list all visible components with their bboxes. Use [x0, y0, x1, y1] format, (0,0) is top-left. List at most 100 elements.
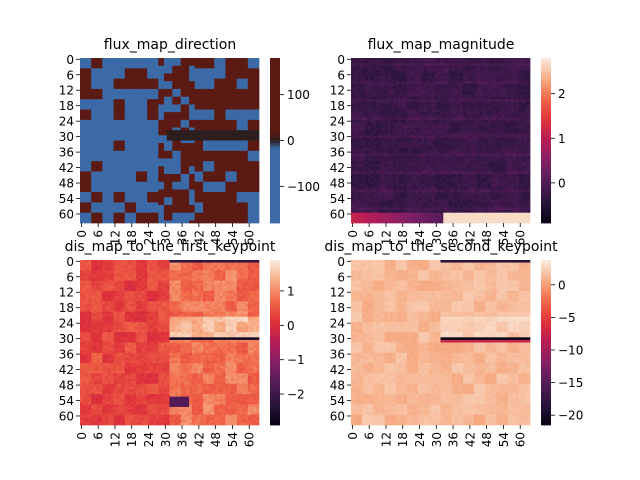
- heatmap-cell: [231, 168, 235, 172]
- heatmap-cell: [158, 212, 162, 216]
- heatmap-cell: [236, 199, 240, 203]
- heatmap-cell: [370, 76, 374, 79]
- heatmap-cell: [194, 122, 198, 126]
- heatmap-cell: [390, 65, 394, 69]
- heatmap-cell: [242, 204, 246, 208]
- heatmap-cell: [423, 78, 427, 82]
- heatmap-cell: [524, 58, 528, 61]
- heatmap-cell: [404, 83, 408, 87]
- heatmap-cell: [172, 104, 176, 108]
- heatmap-cell: [211, 101, 215, 105]
- heatmap-cell: [163, 117, 168, 121]
- heatmap-cell: [236, 174, 240, 177]
- heatmap-cell: [149, 60, 154, 64]
- heatmap-cell: [172, 68, 176, 72]
- heatmap-cell: [161, 127, 165, 131]
- heatmap-cell: [381, 78, 385, 82]
- heatmap-cell: [180, 143, 184, 147]
- heatmap-cell: [172, 145, 176, 149]
- heatmap-cell: [121, 112, 126, 116]
- heatmap-cell: [219, 88, 223, 92]
- heatmap-cell: [239, 94, 243, 98]
- heatmap-cell: [448, 70, 453, 74]
- heatmap-cell: [219, 155, 223, 159]
- heatmap-cell: [102, 81, 106, 85]
- heatmap-cell: [214, 204, 218, 208]
- colorbar-segment: [270, 77, 280, 81]
- heatmap-cell: [239, 174, 243, 177]
- heatmap-cell: [88, 192, 92, 195]
- heatmap-cell: [253, 119, 257, 123]
- heatmap-cell: [245, 99, 249, 103]
- heatmap-cell: [203, 88, 207, 92]
- heatmap-cell: [189, 78, 193, 82]
- heatmap-cell: [214, 186, 218, 190]
- heatmap-cell: [367, 76, 371, 79]
- heatmap-cell: [183, 99, 187, 103]
- heatmap-cell: [409, 63, 413, 67]
- heatmap-cell: [99, 78, 103, 82]
- heatmap-cell: [105, 143, 109, 147]
- heatmap-cell: [205, 104, 210, 108]
- heatmap-cell: [105, 86, 109, 90]
- heatmap-cell: [88, 94, 92, 98]
- heatmap-cell: [197, 101, 201, 105]
- heatmap-cell: [144, 202, 148, 206]
- heatmap-cell: [208, 166, 212, 170]
- heatmap-cell: [183, 60, 187, 64]
- heatmap-cell: [493, 83, 497, 87]
- heatmap-cell: [96, 176, 100, 180]
- heatmap-cell: [124, 130, 128, 134]
- heatmap-cell: [161, 174, 165, 177]
- heatmap-cell: [124, 176, 128, 180]
- heatmap-cell: [186, 119, 190, 123]
- heatmap-cell: [183, 117, 187, 121]
- heatmap-cell: [107, 86, 112, 90]
- heatmap-cell: [518, 76, 522, 79]
- heatmap-cell: [133, 130, 137, 134]
- heatmap-cell: [155, 125, 159, 128]
- heatmap-cell: [152, 194, 156, 198]
- heatmap-cell: [147, 119, 151, 123]
- heatmap-cell: [130, 143, 134, 147]
- heatmap-cell: [353, 63, 357, 67]
- heatmap-cell: [245, 117, 249, 121]
- heatmap-cell: [186, 122, 190, 126]
- heatmap-cell: [110, 127, 114, 131]
- heatmap-cell: [364, 78, 369, 82]
- heatmap-cell: [80, 161, 84, 165]
- heatmap-cell: [124, 122, 128, 126]
- heatmap-cell: [175, 96, 179, 100]
- heatmap-cell: [233, 168, 237, 172]
- heatmap-cell: [256, 112, 260, 116]
- heatmap-cell: [233, 109, 237, 113]
- heatmap-cell: [116, 220, 120, 224]
- heatmap-cell: [359, 81, 363, 85]
- chart-title: flux_map_magnitude: [368, 37, 515, 53]
- heatmap-cell: [149, 127, 154, 131]
- heatmap-cell: [147, 137, 151, 141]
- heatmap-cell: [105, 78, 109, 82]
- heatmap-cell: [250, 140, 254, 144]
- heatmap-cell: [121, 63, 126, 67]
- heatmap-cell: [186, 143, 190, 147]
- heatmap-cell: [119, 78, 123, 82]
- heatmap-cell: [395, 83, 399, 87]
- heatmap-cell: [110, 76, 114, 79]
- heatmap-cell: [392, 76, 397, 79]
- heatmap-cell: [147, 181, 151, 185]
- heatmap-cell: [245, 184, 249, 188]
- heatmap-cell: [135, 91, 140, 95]
- heatmap-cell: [205, 127, 210, 131]
- heatmap-cell: [217, 112, 221, 116]
- heatmap-cell: [217, 91, 221, 95]
- heatmap-cell: [82, 215, 86, 219]
- heatmap-cell: [121, 179, 126, 183]
- colorbar-segment: [270, 118, 280, 122]
- heatmap-cell: [242, 81, 246, 85]
- heatmap-cell: [200, 192, 204, 195]
- heatmap-cell: [135, 122, 140, 126]
- heatmap-cell: [462, 78, 467, 82]
- heatmap-cell: [158, 194, 162, 198]
